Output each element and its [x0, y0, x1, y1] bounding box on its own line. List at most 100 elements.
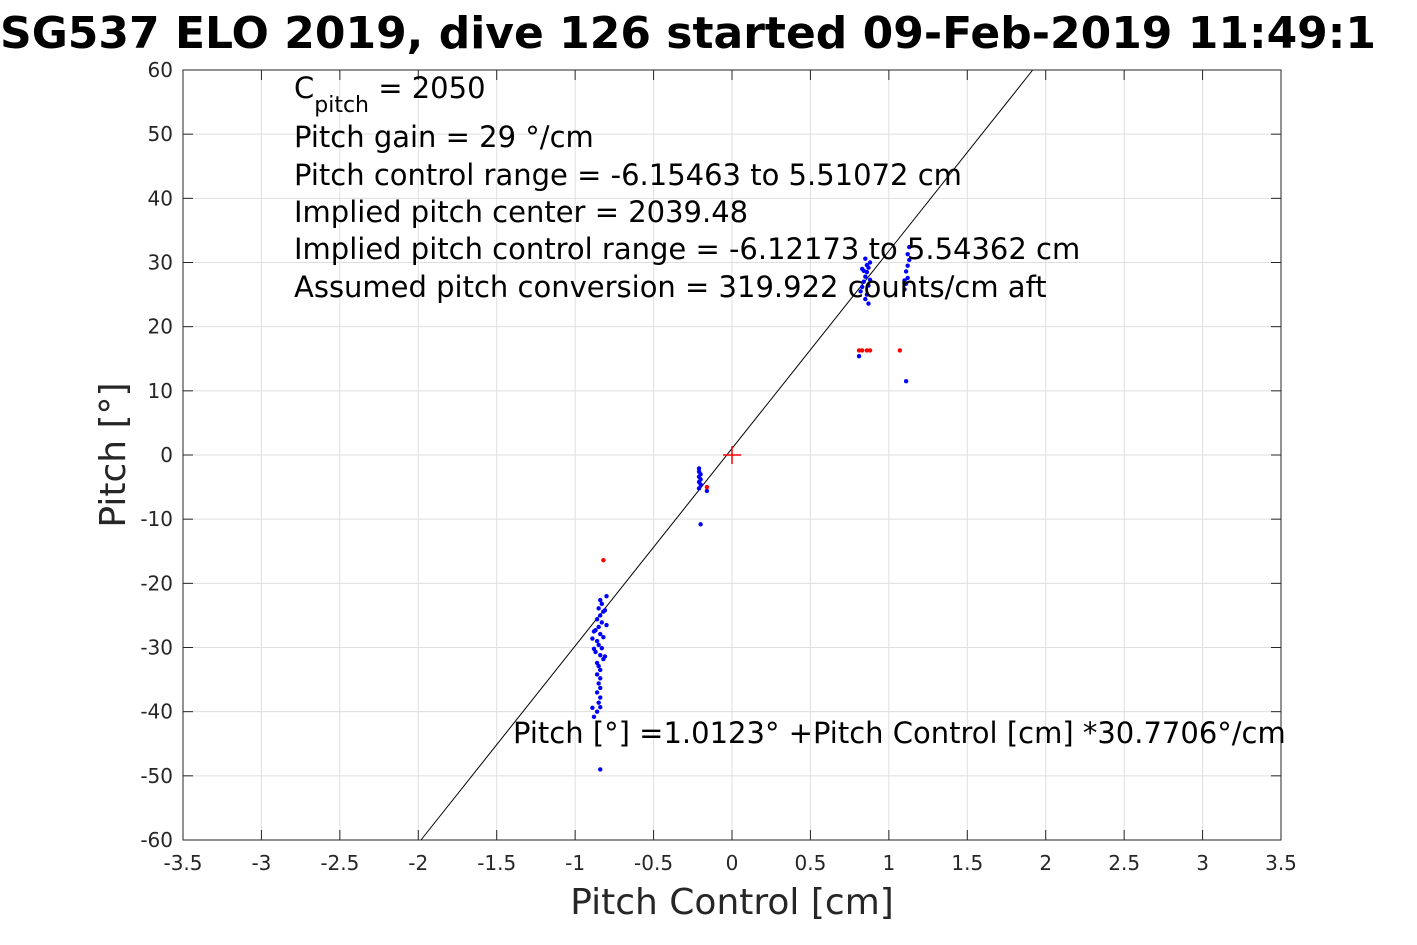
- data-point: [902, 278, 907, 283]
- data-point: [861, 279, 866, 284]
- x-tick-label: 2: [1039, 851, 1052, 875]
- data-point: [698, 522, 703, 527]
- x-tick-label: -0.5: [634, 851, 673, 875]
- y-tick-label: 10: [148, 379, 173, 403]
- annotation-c-pitch: Cpitch = 2050: [294, 71, 486, 118]
- data-point: [594, 617, 600, 622]
- x-tick-label: 3.5: [1265, 851, 1297, 875]
- x-tick-label: -1.5: [477, 851, 516, 875]
- data-point: [864, 262, 870, 268]
- data-point: [598, 597, 603, 603]
- data-point: [856, 353, 862, 359]
- y-tick-label: 0: [160, 443, 173, 467]
- data-point: [591, 714, 597, 719]
- annotation-c-pitch-base: C: [294, 71, 314, 105]
- x-tick-label: -3: [251, 851, 271, 875]
- y-tick-label: 30: [148, 251, 173, 275]
- data-point: [859, 284, 865, 290]
- data-point: [602, 608, 608, 613]
- y-tick-label: 50: [148, 122, 173, 146]
- y-tick-label: -40: [140, 700, 173, 724]
- data-point: [604, 622, 609, 628]
- x-tick-label: 2.5: [1108, 851, 1140, 875]
- data-point: [598, 695, 603, 700]
- data-point: [602, 654, 608, 659]
- y-tick-label: 40: [148, 186, 173, 210]
- data-point: [858, 289, 863, 294]
- data-point: [590, 705, 595, 711]
- annotation-c-pitch-subscript: pitch: [314, 93, 369, 118]
- axis-ticks: [182, 69, 1282, 841]
- annotation-pitch-control-range: Pitch control range = -6.15463 to 5.5107…: [294, 158, 962, 192]
- data-point: [859, 266, 865, 272]
- annotation-pitch-conversion: Assumed pitch conversion = 319.922 count…: [294, 270, 1047, 304]
- scatter-points: [590, 244, 912, 772]
- data-point: [696, 466, 702, 471]
- y-tick-label: -60: [140, 828, 173, 852]
- x-tick-label: 0.5: [795, 851, 827, 875]
- data-point: [594, 638, 600, 644]
- x-tick-label: 1: [882, 851, 895, 875]
- data-point: [867, 260, 873, 265]
- x-tick-label: 3: [1196, 851, 1209, 875]
- annotation-fit-equation: Pitch [°] =1.0123° +Pitch Control [cm] *…: [513, 716, 1286, 750]
- data-point: [599, 620, 605, 625]
- data-point: [596, 700, 601, 705]
- data-point: [598, 631, 603, 637]
- x-tick-labels: -3.5 -3 -2.5 -2 -1.5 -1 -0.5 0 0.5 1 1.5 2 2.5 3 3.5: [163, 851, 1296, 875]
- data-point: [907, 244, 912, 250]
- data-point: [598, 613, 603, 618]
- outlier-point: [897, 348, 903, 353]
- data-point: [598, 676, 603, 681]
- data-point: [698, 482, 703, 487]
- outlier-point: [867, 348, 873, 353]
- annotation-c-pitch-value: = 2050: [369, 71, 486, 105]
- data-point: [591, 646, 597, 651]
- outlier-point: [856, 348, 862, 353]
- center-marker-layer: [723, 446, 741, 464]
- data-point: [604, 593, 609, 599]
- data-point: [907, 257, 912, 263]
- data-point: [866, 283, 871, 288]
- data-point: [599, 601, 605, 607]
- data-point: [596, 663, 601, 669]
- y-tick-labels: -60 -50 -40 -30 -20 -10 0 10 20 30 40 50 60: [140, 58, 173, 852]
- data-point: [905, 275, 910, 281]
- data-point: [863, 274, 868, 279]
- data-point: [598, 667, 603, 673]
- annotation-pitch-gain: Pitch gain = 29 °/cm: [294, 120, 594, 154]
- data-point: [598, 767, 603, 772]
- data-point: [601, 635, 606, 640]
- data-point: [863, 256, 868, 261]
- data-point: [902, 287, 907, 292]
- x-tick-label: -1: [565, 851, 585, 875]
- data-point: [863, 296, 868, 302]
- data-point: [591, 629, 597, 634]
- outlier-point: [859, 348, 865, 353]
- data-point: [599, 645, 605, 651]
- x-tick-label: -3.5: [163, 851, 202, 875]
- data-point: [598, 704, 603, 710]
- data-point: [905, 263, 910, 268]
- x-tick-label: -2: [408, 851, 428, 875]
- data-point: [596, 624, 601, 630]
- data-point: [596, 642, 601, 648]
- outlier-point: [704, 484, 710, 490]
- x-axis-label: Pitch Control [cm]: [570, 882, 894, 923]
- data-point: [867, 277, 873, 283]
- data-point: [903, 379, 909, 384]
- data-point: [903, 269, 909, 274]
- y-axis-label: Pitch [°]: [93, 382, 134, 527]
- info-annotations: Cpitch = 2050 Pitch gain = 29 °/cm Pitch…: [294, 71, 1286, 750]
- data-point: [696, 486, 702, 491]
- x-tick-label: 0: [726, 851, 739, 875]
- x-tick-label: -2.5: [320, 851, 359, 875]
- data-point: [594, 672, 600, 677]
- data-point: [596, 681, 601, 686]
- chart-title: SG537 ELO 2019, dive 126 started 09-Feb-…: [0, 8, 1376, 59]
- y-tick-label: 20: [148, 315, 173, 339]
- data-point: [598, 685, 603, 691]
- annotation-implied-pitch-center: Implied pitch center = 2039.48: [294, 195, 748, 229]
- annotation-implied-control-range: Implied pitch control range = -6.12173 t…: [294, 232, 1080, 266]
- x-tick-label: 1.5: [951, 851, 983, 875]
